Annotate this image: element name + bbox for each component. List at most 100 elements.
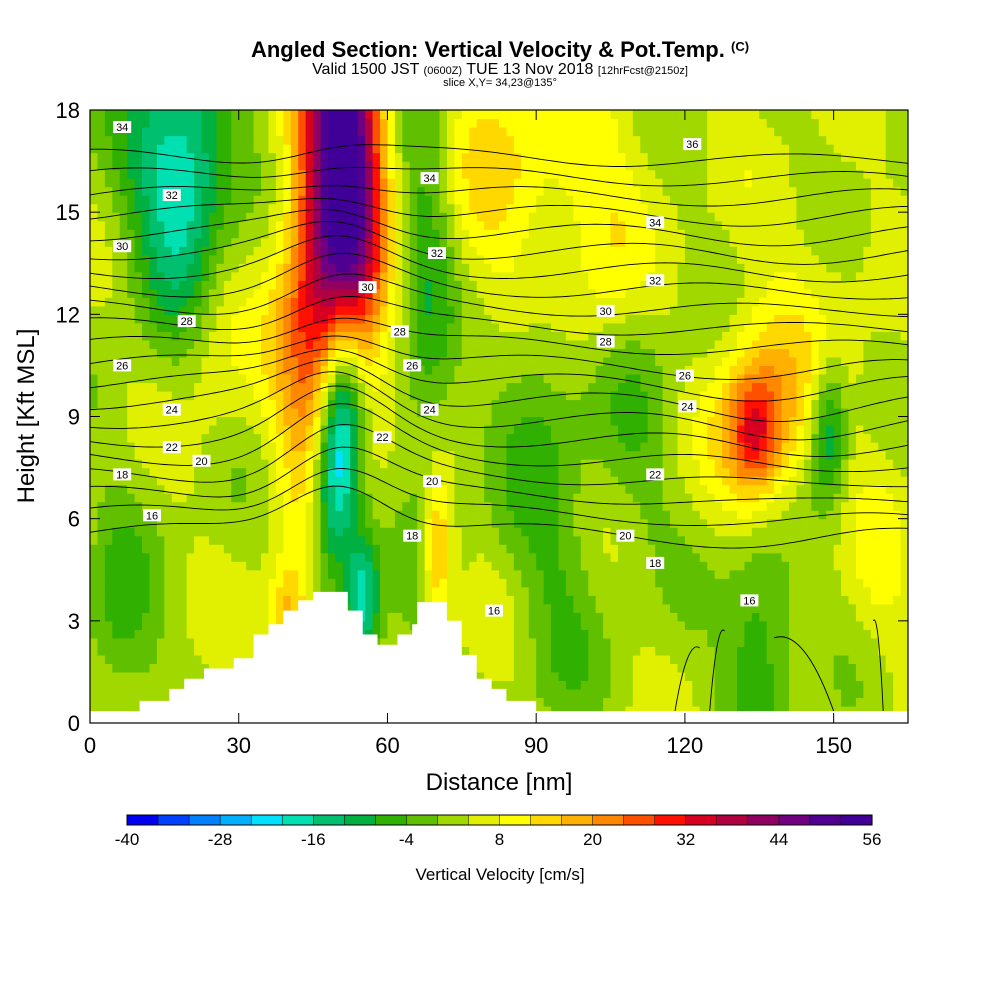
vv-cell	[528, 416, 537, 426]
vv-cell	[818, 637, 827, 647]
vv-cell	[513, 671, 522, 682]
vv-cell	[461, 348, 470, 358]
vv-cell	[201, 365, 210, 375]
vv-cell	[848, 552, 857, 562]
vv-cell	[305, 586, 314, 596]
vv-cell	[350, 442, 359, 452]
vv-cell	[677, 654, 686, 664]
vv-cell	[275, 561, 284, 571]
vv-cell	[149, 407, 158, 418]
vv-cell	[469, 535, 478, 545]
vv-cell	[506, 561, 515, 571]
vv-cell	[506, 493, 515, 503]
vv-cell	[97, 629, 106, 639]
vv-cell	[201, 603, 210, 613]
vv-cell	[885, 459, 894, 469]
vv-cell	[588, 603, 597, 613]
vv-cell	[603, 646, 612, 656]
vv-cell	[841, 612, 850, 622]
vv-cell	[781, 612, 790, 622]
vv-cell	[551, 356, 560, 367]
vv-cell	[632, 442, 641, 452]
vv-cell	[774, 595, 783, 605]
vv-cell	[692, 407, 701, 418]
vv-cell	[380, 501, 389, 511]
vv-cell	[900, 425, 908, 435]
vv-cell	[439, 535, 448, 545]
vv-cell	[320, 407, 329, 418]
vv-cell	[119, 373, 128, 384]
vv-cell	[186, 637, 195, 647]
vv-cell	[818, 425, 827, 435]
vv-cell	[142, 637, 151, 647]
vv-cell	[208, 646, 218, 656]
vv-cell	[863, 339, 872, 349]
vv-cell	[536, 561, 545, 571]
vv-cell	[112, 407, 121, 418]
vv-cell	[275, 535, 284, 545]
vv-cell	[900, 442, 908, 452]
vv-cell	[238, 390, 247, 401]
vv-cell	[662, 356, 671, 367]
vv-cell	[565, 493, 574, 503]
vv-cell	[617, 671, 627, 682]
vv-cell	[127, 578, 136, 588]
vv-cell	[588, 646, 597, 656]
vv-cell	[692, 382, 701, 392]
vv-cell	[826, 654, 835, 664]
vv-cell	[729, 459, 738, 469]
vv-cell	[751, 688, 760, 699]
vv-cell	[283, 373, 292, 384]
vv-cell	[751, 348, 760, 358]
vv-cell	[409, 569, 418, 579]
vv-cell	[491, 365, 500, 375]
vv-cell	[707, 416, 716, 426]
vv-cell	[335, 407, 344, 418]
vv-cell	[677, 510, 686, 520]
vv-cell	[365, 484, 374, 494]
vv-cell	[283, 510, 292, 520]
vv-cell	[253, 390, 262, 401]
vv-cell	[439, 365, 448, 375]
vv-cell	[736, 620, 745, 630]
vv-cell	[246, 339, 255, 349]
vv-cell	[558, 339, 567, 349]
vv-cell	[186, 416, 195, 426]
vv-cell	[551, 442, 560, 452]
vv-cell	[610, 586, 619, 596]
vv-cell	[134, 339, 143, 349]
vv-cell	[417, 569, 426, 579]
vv-cell	[699, 646, 708, 656]
vv-cell	[476, 425, 485, 435]
vv-cell	[484, 544, 493, 554]
vv-cell	[603, 603, 612, 613]
vv-cell	[677, 450, 686, 460]
vv-cell	[305, 339, 314, 349]
vv-cell	[521, 348, 530, 358]
vv-cell	[469, 637, 478, 647]
vv-cell	[499, 348, 508, 358]
vv-cell	[365, 442, 374, 452]
vv-cell	[476, 578, 485, 588]
vv-cell	[707, 442, 716, 452]
vv-cell	[342, 442, 351, 452]
vv-cell	[469, 629, 478, 639]
vv-cell	[796, 416, 805, 426]
vv-cell	[216, 467, 225, 477]
vv-cell	[826, 425, 835, 435]
vv-cell	[372, 356, 381, 367]
vv-cell	[670, 552, 679, 562]
vv-cell	[692, 339, 701, 349]
vv-cell	[893, 612, 902, 622]
vv-cell	[863, 459, 872, 469]
vv-cell	[789, 646, 798, 656]
vv-cell	[149, 467, 158, 477]
vv-cell	[900, 493, 908, 503]
vv-cell	[313, 382, 322, 392]
vv-cell	[789, 603, 798, 613]
vv-cell	[469, 544, 478, 554]
vv-cell	[893, 459, 902, 469]
vv-cell	[298, 425, 307, 435]
vv-cell	[320, 535, 329, 545]
vv-cell	[194, 348, 203, 358]
